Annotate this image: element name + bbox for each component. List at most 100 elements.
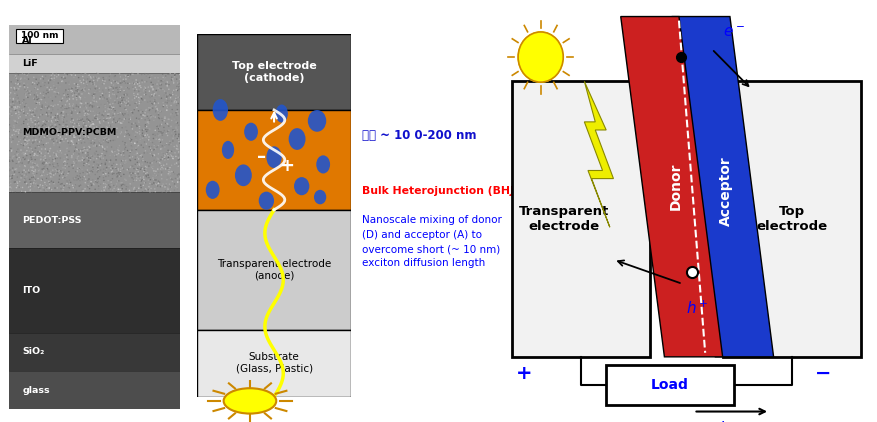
Point <box>35 161 49 168</box>
Bar <box>606 365 733 406</box>
Point <box>103 122 118 129</box>
Point <box>97 102 111 108</box>
Point <box>153 136 167 143</box>
Point <box>70 168 84 175</box>
Point <box>132 82 146 89</box>
Point <box>96 155 111 162</box>
Point <box>136 133 150 140</box>
Point <box>89 115 103 122</box>
Point <box>129 168 143 175</box>
Point <box>8 166 22 173</box>
Point <box>33 173 47 180</box>
Point <box>65 110 79 116</box>
Point <box>7 179 21 185</box>
Point <box>139 173 153 180</box>
Point <box>36 84 50 90</box>
Point <box>76 173 90 180</box>
Point <box>121 184 135 190</box>
Point <box>10 161 24 168</box>
Point <box>35 127 49 134</box>
Point <box>87 168 101 174</box>
Point <box>28 180 42 187</box>
Point <box>83 108 97 115</box>
Point <box>132 162 146 169</box>
Point <box>61 184 75 190</box>
Point <box>115 98 129 105</box>
Point <box>103 114 118 121</box>
Point <box>134 153 148 160</box>
Point <box>169 176 183 182</box>
Point <box>87 74 101 81</box>
Point <box>82 182 96 189</box>
Point <box>4 95 18 102</box>
Point <box>76 169 90 176</box>
Point <box>103 123 118 130</box>
Point <box>30 162 44 169</box>
Point <box>141 111 155 118</box>
Point <box>96 108 111 115</box>
Point <box>75 157 89 164</box>
Point <box>107 78 121 84</box>
Point <box>75 157 89 163</box>
Point <box>38 163 52 170</box>
Point <box>160 156 175 162</box>
Point <box>91 180 105 187</box>
Point <box>10 166 24 173</box>
Point <box>87 184 101 191</box>
Point <box>15 173 29 179</box>
Point <box>89 109 103 116</box>
Point <box>126 154 140 161</box>
Point <box>71 128 85 135</box>
Point <box>169 116 183 123</box>
Text: 100 nm: 100 nm <box>21 31 58 40</box>
Point <box>49 152 63 159</box>
Point <box>169 76 183 82</box>
Point <box>153 140 168 147</box>
Point <box>54 149 68 156</box>
Point <box>162 141 176 148</box>
Point <box>3 177 17 184</box>
Point <box>79 70 93 77</box>
Point <box>113 103 127 110</box>
Point <box>77 173 91 180</box>
Point <box>25 181 39 187</box>
Point <box>5 112 19 119</box>
Point <box>88 143 102 150</box>
Point <box>129 93 143 100</box>
Point <box>4 101 18 108</box>
Point <box>17 82 31 89</box>
Point <box>66 137 80 143</box>
Point <box>96 124 111 131</box>
Point <box>101 100 115 106</box>
Point <box>57 92 71 98</box>
Point <box>144 145 158 151</box>
Point <box>129 87 143 94</box>
Point <box>57 159 71 166</box>
Point <box>106 187 120 193</box>
Point <box>139 107 153 114</box>
Ellipse shape <box>314 190 326 204</box>
Point <box>165 141 179 147</box>
Point <box>134 181 148 188</box>
Point <box>90 164 104 171</box>
Point <box>55 95 69 102</box>
Point <box>169 146 183 152</box>
Point <box>150 122 164 129</box>
Point <box>53 111 68 117</box>
Point <box>104 106 118 113</box>
Point <box>128 140 142 147</box>
Point <box>54 109 68 116</box>
Point <box>71 149 85 155</box>
Point <box>36 122 50 129</box>
Point <box>17 142 31 149</box>
Point <box>42 77 56 84</box>
Point <box>107 127 121 134</box>
Point <box>25 119 39 126</box>
Point <box>104 84 118 91</box>
Point <box>96 136 111 143</box>
Point <box>123 189 137 196</box>
Point <box>86 112 100 119</box>
Point <box>107 116 121 122</box>
Point <box>17 188 31 195</box>
Point <box>135 151 149 158</box>
